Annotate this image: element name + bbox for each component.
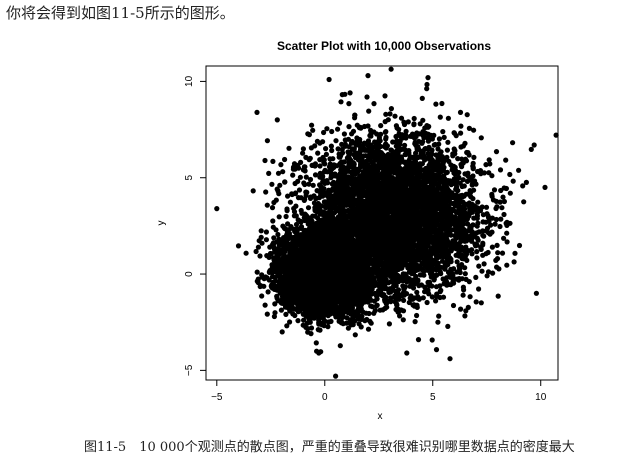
data-point	[377, 307, 383, 313]
data-point	[270, 285, 276, 291]
data-point	[263, 229, 269, 235]
data-point	[287, 300, 293, 306]
data-point	[259, 293, 265, 299]
data-point	[334, 304, 340, 310]
data-point	[303, 324, 309, 330]
data-point	[323, 276, 329, 282]
data-point	[305, 329, 311, 335]
data-point	[355, 302, 361, 308]
data-point	[271, 246, 278, 252]
data-point	[314, 348, 320, 354]
data-point	[301, 317, 307, 323]
data-point	[257, 253, 263, 259]
data-point	[358, 308, 364, 314]
data-point	[316, 320, 322, 326]
data-point	[254, 278, 260, 284]
data-point	[284, 261, 290, 267]
data-point	[279, 247, 285, 253]
scatter-chart: Scatter Plot with 10,000 Observations −5…	[156, 39, 559, 422]
data-point	[292, 312, 298, 319]
data-point	[253, 248, 259, 255]
data-point	[283, 296, 289, 302]
data-point	[262, 302, 268, 308]
intro-text: 你将会得到如图11-5所示的图形。	[6, 4, 235, 22]
data-point	[263, 237, 269, 243]
data-points	[214, 66, 559, 379]
data-point	[336, 312, 342, 318]
data-point	[347, 307, 353, 313]
data-point	[254, 269, 260, 275]
data-point	[277, 269, 283, 275]
data-point	[272, 301, 278, 307]
data-point	[281, 276, 287, 282]
data-point	[345, 325, 351, 331]
data-point	[315, 327, 321, 333]
data-point	[300, 267, 306, 274]
data-point	[267, 244, 273, 250]
data-point	[308, 325, 315, 331]
data-point	[359, 313, 365, 319]
plot-frame	[205, 65, 559, 381]
data-point	[328, 318, 334, 324]
data-point	[275, 262, 282, 268]
data-point	[275, 253, 281, 259]
data-point	[284, 323, 290, 329]
data-point	[365, 326, 372, 332]
data-point	[309, 303, 315, 309]
data-point	[307, 294, 313, 300]
data-point	[282, 271, 289, 277]
data-point	[298, 298, 304, 304]
data-point	[284, 281, 290, 287]
data-point	[283, 311, 289, 317]
data-point	[257, 283, 263, 290]
data-point	[283, 213, 289, 220]
data-point	[307, 317, 313, 323]
data-point	[270, 279, 276, 285]
data-point	[293, 260, 299, 266]
data-point	[279, 329, 285, 335]
data-point	[325, 324, 331, 330]
data-point	[271, 255, 277, 261]
data-point	[313, 340, 319, 346]
data-point	[311, 268, 317, 274]
data-point	[320, 315, 326, 321]
data-point	[295, 318, 301, 324]
data-point	[265, 289, 271, 295]
data-point	[302, 301, 308, 307]
data-point	[255, 244, 261, 250]
data-point	[373, 303, 380, 309]
chart-title: Scatter Plot with 10,000 Observations	[277, 39, 491, 53]
data-point	[235, 243, 242, 249]
data-point	[287, 319, 293, 325]
data-point	[309, 312, 315, 318]
data-point	[278, 307, 284, 313]
